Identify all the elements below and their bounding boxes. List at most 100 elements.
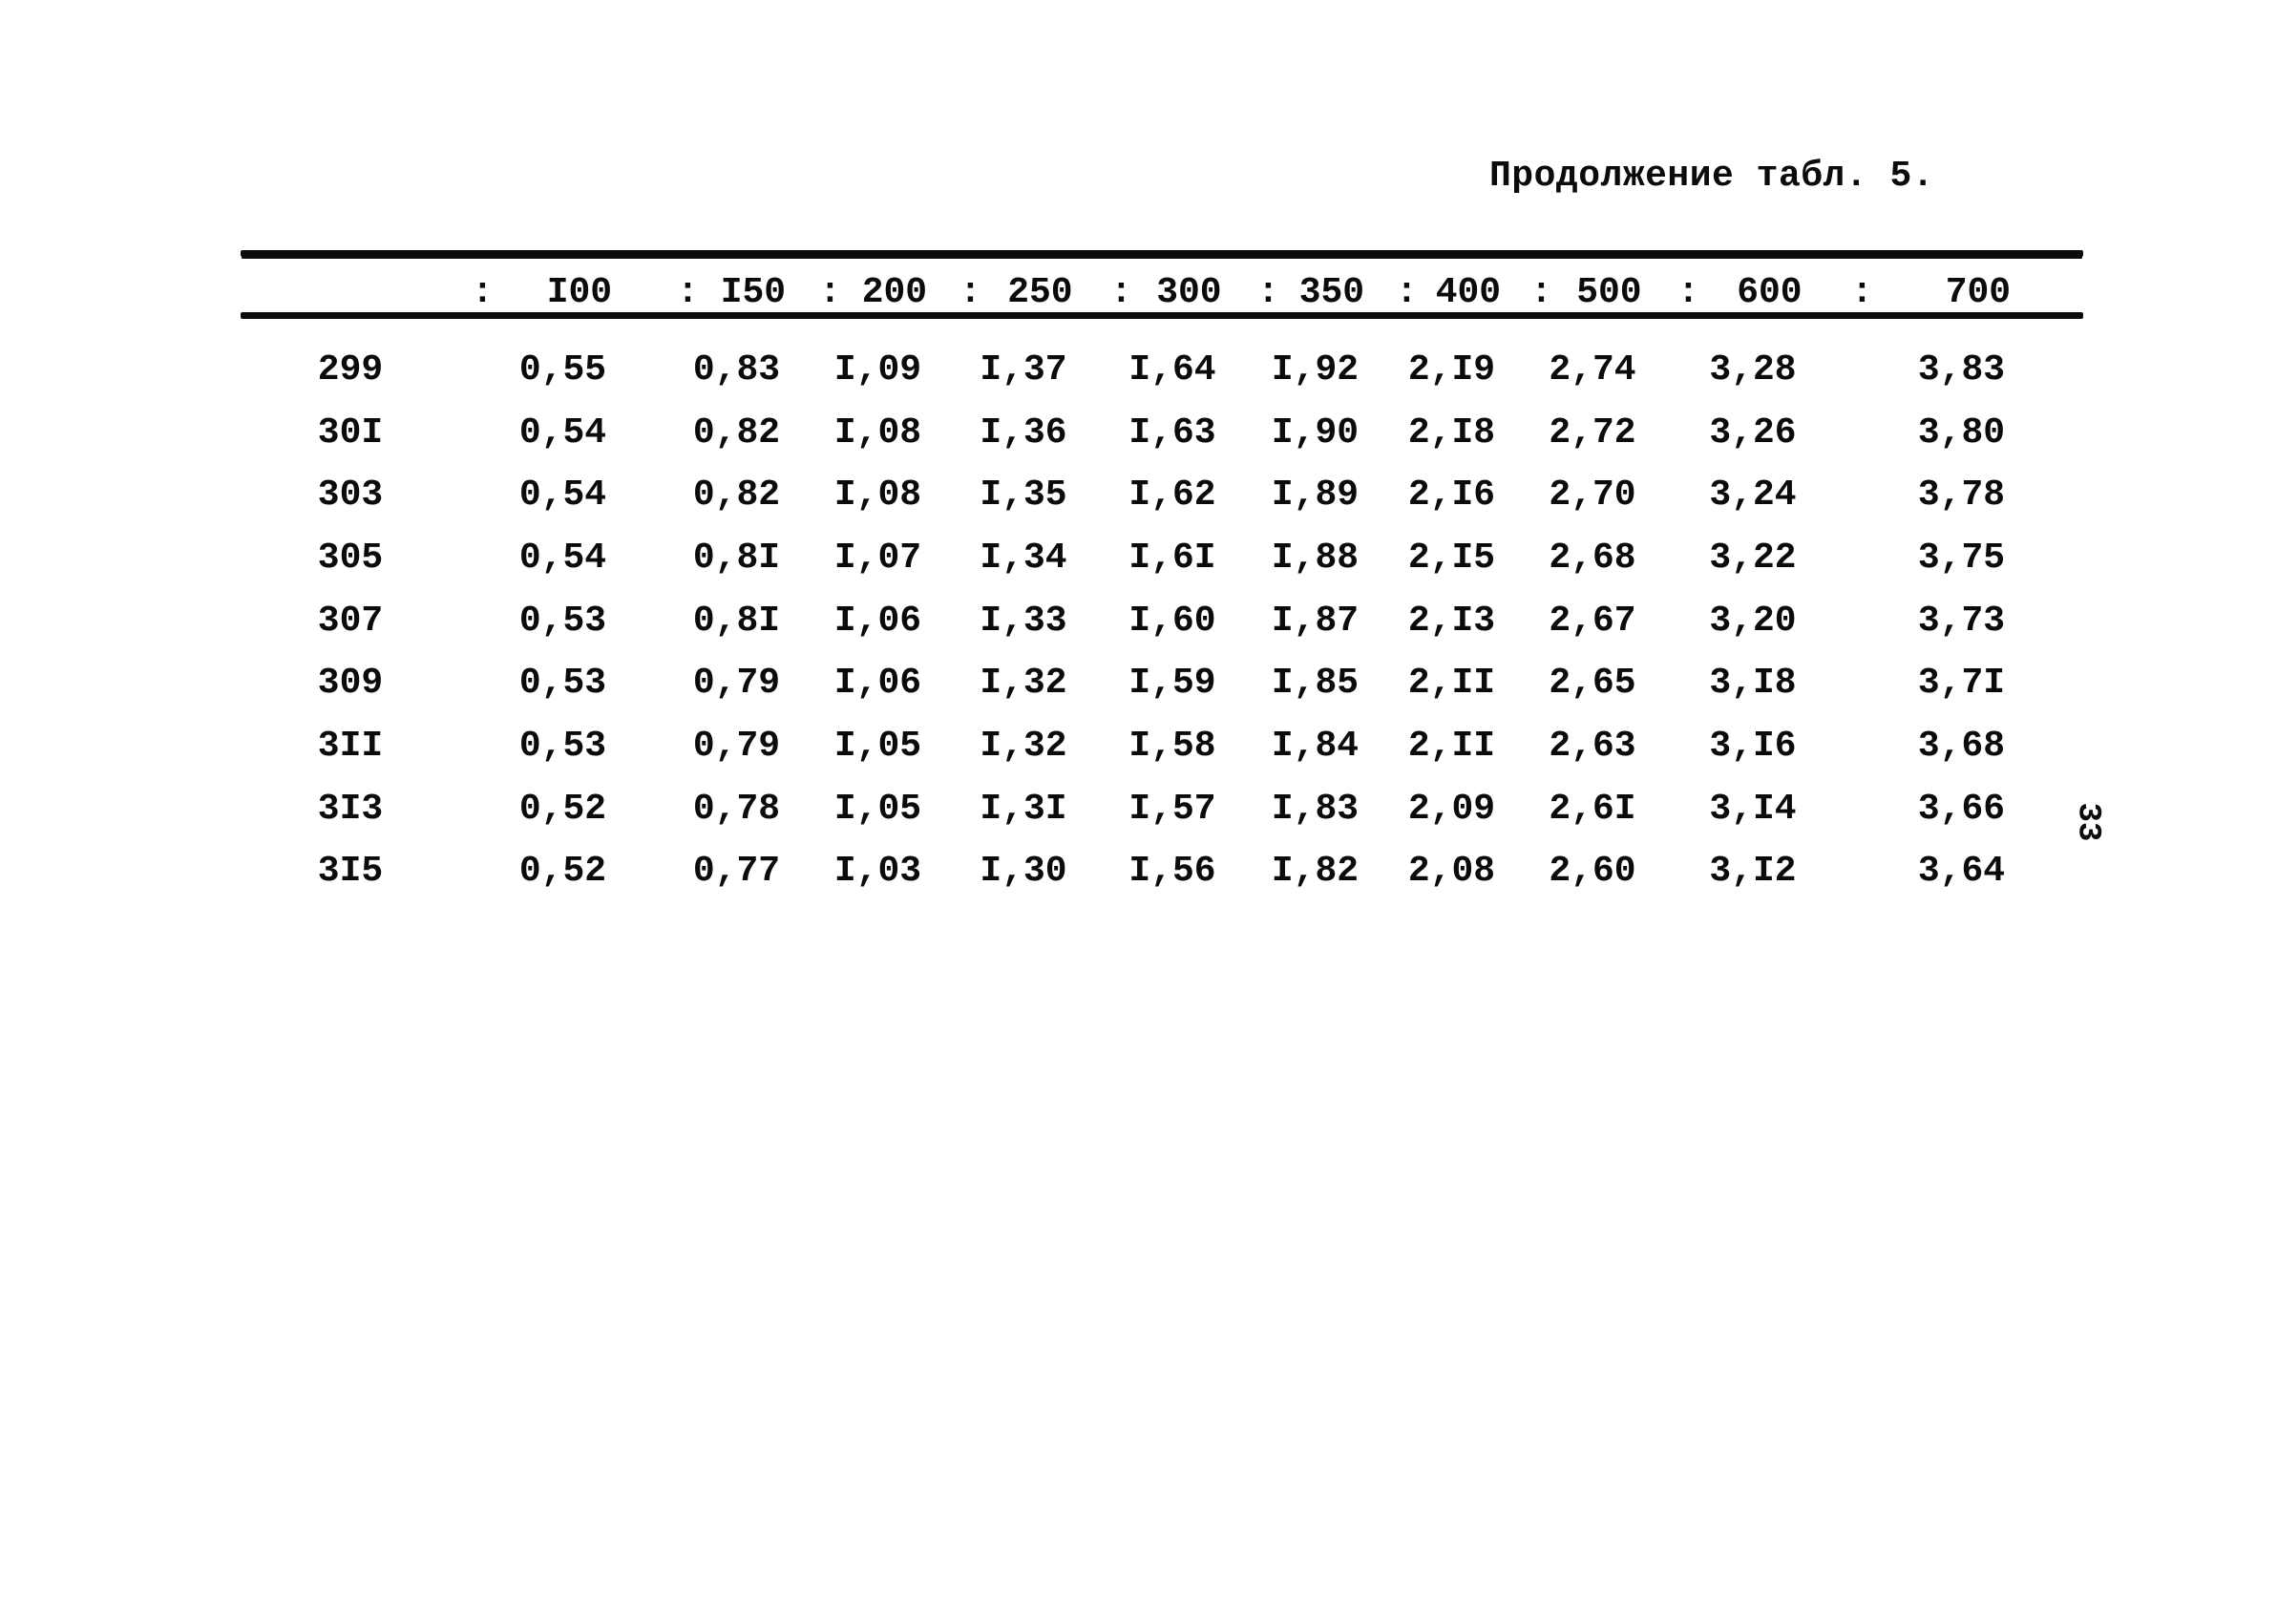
table-cell: I,83 [1271,788,1360,830]
column-header: :300 [1099,273,1246,313]
table-cell: 2,I3 [1407,600,1496,642]
table-cell: 3,I2 [1709,851,1797,893]
table-cell: 3,66 [1917,788,2006,830]
table-cell: 2,60 [1549,851,1636,893]
table-cell: 3,83 [1917,348,2006,390]
table-cell: 0,54 [518,475,607,517]
page-number: 33 [2069,802,2106,842]
table-cell: 3,22 [1709,537,1797,579]
table-body: 299 0,55 0,83 I,09 I,37 I,64 I,92 2,I9 2,74 3,28 3… [241,339,2083,903]
table-header-rule [241,312,2083,319]
table-cell: 0,79 [692,725,781,767]
row-label: 3I3 [317,788,384,830]
table-cell: 3,24 [1709,475,1797,517]
table-cell: 0,52 [518,851,607,893]
table-row: 3II 0,53 0,79 I,05 I,32 I,58 I,84 2,II 2,63 3,I6 3… [241,715,2083,778]
column-header-label: I50 [720,272,787,313]
row-label: 30I [317,411,384,453]
column-separator: : [819,272,841,313]
table-cell: I,63 [1128,411,1216,453]
table-cell: 3,75 [1917,537,2006,579]
table-cell: I,88 [1271,537,1360,579]
table-row: 303 0,54 0,82 I,08 I,35 I,62 I,89 2,I6 2,70 3,24 3… [241,464,2083,527]
table-cell: 3,73 [1917,600,2006,642]
row-label: 305 [317,537,384,579]
table-cell: 3,68 [1917,725,2006,767]
table-cell: 2,I8 [1407,411,1496,453]
table-cell: 3,80 [1917,411,2006,453]
table-cell: 0,79 [692,663,781,705]
table-cell: 2,74 [1549,348,1636,390]
column-header-label: 300 [1156,272,1222,313]
table-cell: I,08 [833,475,922,517]
column-separator: : [1396,272,1418,313]
column-header: : I00 [460,273,665,313]
table-cell: 0,83 [692,348,781,390]
column-header-label: 600 [1737,272,1803,313]
table-cell: 2,70 [1549,475,1636,517]
table-cell: 0,53 [518,725,607,767]
table-cell: 0,53 [518,600,607,642]
row-label: 303 [317,475,384,517]
table-cell: 3,I6 [1709,725,1797,767]
column-separator: : [677,272,699,313]
row-label: 3I5 [317,851,384,893]
column-header: :400 [1384,273,1519,313]
data-table: : I00: I50:200:250:300:350:400:500:600:700… [241,250,2083,918]
column-header: :350 [1246,273,1384,313]
table-cell: 3,28 [1709,348,1797,390]
column-separator: : [1257,272,1279,313]
table-cell: 2,09 [1407,788,1496,830]
table-cell: I,92 [1271,348,1360,390]
table-header-row: : I00: I50:200:250:300:350:400:500:600:700 [241,273,2083,313]
table-cell: 3,I8 [1709,663,1797,705]
table-cell: I,08 [833,411,922,453]
table-cell: 2,6I [1549,788,1636,830]
column-header: : 700 [1840,273,2083,313]
column-separator: : [1677,272,1699,313]
column-separator: : [472,272,494,313]
table-cell: 2,II [1407,663,1496,705]
table-cell: 2,I6 [1407,475,1496,517]
column-separator: : [1851,272,1873,313]
table-row: 30I 0,54 0,82 I,08 I,36 I,63 I,90 2,I8 2,72 3,26 3… [241,402,2083,465]
table-cell: 0,54 [518,537,607,579]
table-cell: I,06 [833,663,922,705]
column-header-label: 350 [1298,272,1365,313]
table-cell: I,06 [833,600,922,642]
row-label: 3II [317,725,384,767]
column-header: : I50 [665,273,808,313]
table-cell: I,33 [980,600,1067,642]
column-header: :600 [1666,273,1840,313]
column-separator: : [1530,272,1552,313]
table-cell: I,58 [1128,725,1216,767]
table-cell: 0,52 [518,788,607,830]
table-cell: I,64 [1128,348,1216,390]
column-separator: : [1110,272,1132,313]
table-cell: 0,82 [692,411,781,453]
table-cell: 2,65 [1549,663,1636,705]
table-cell: I,89 [1271,475,1360,517]
table-cell: 2,II [1407,725,1496,767]
table-cell: 0,78 [692,788,781,830]
column-header-label: 700 [1945,272,2012,313]
table-cell: 0,53 [518,663,607,705]
table-row: 3I5 0,52 0,77 I,03 I,30 I,56 I,82 2,08 2,60 3,I2 3… [241,841,2083,904]
table-cell: I,62 [1128,475,1216,517]
table-cell: I,60 [1128,600,1216,642]
table-cell: I,35 [980,475,1067,517]
table-cell: 2,72 [1549,411,1636,453]
table-cell: I,32 [980,725,1067,767]
row-label: 309 [317,663,384,705]
table-cell: I,56 [1128,851,1216,893]
page-title: Продолжение табл. 5. [1489,156,1935,197]
table-row: 3I3 0,52 0,78 I,05 I,3I I,57 I,83 2,09 2,6I 3,I4 3… [241,778,2083,841]
table-cell: I,30 [980,851,1067,893]
table-cell: 3,7I [1917,663,2006,705]
table-cell: 0,8I [692,600,781,642]
column-separator: : [959,272,981,313]
table-cell: I,6I [1128,537,1216,579]
column-header-label: I00 [546,272,613,313]
table-cell: 0,54 [518,411,607,453]
